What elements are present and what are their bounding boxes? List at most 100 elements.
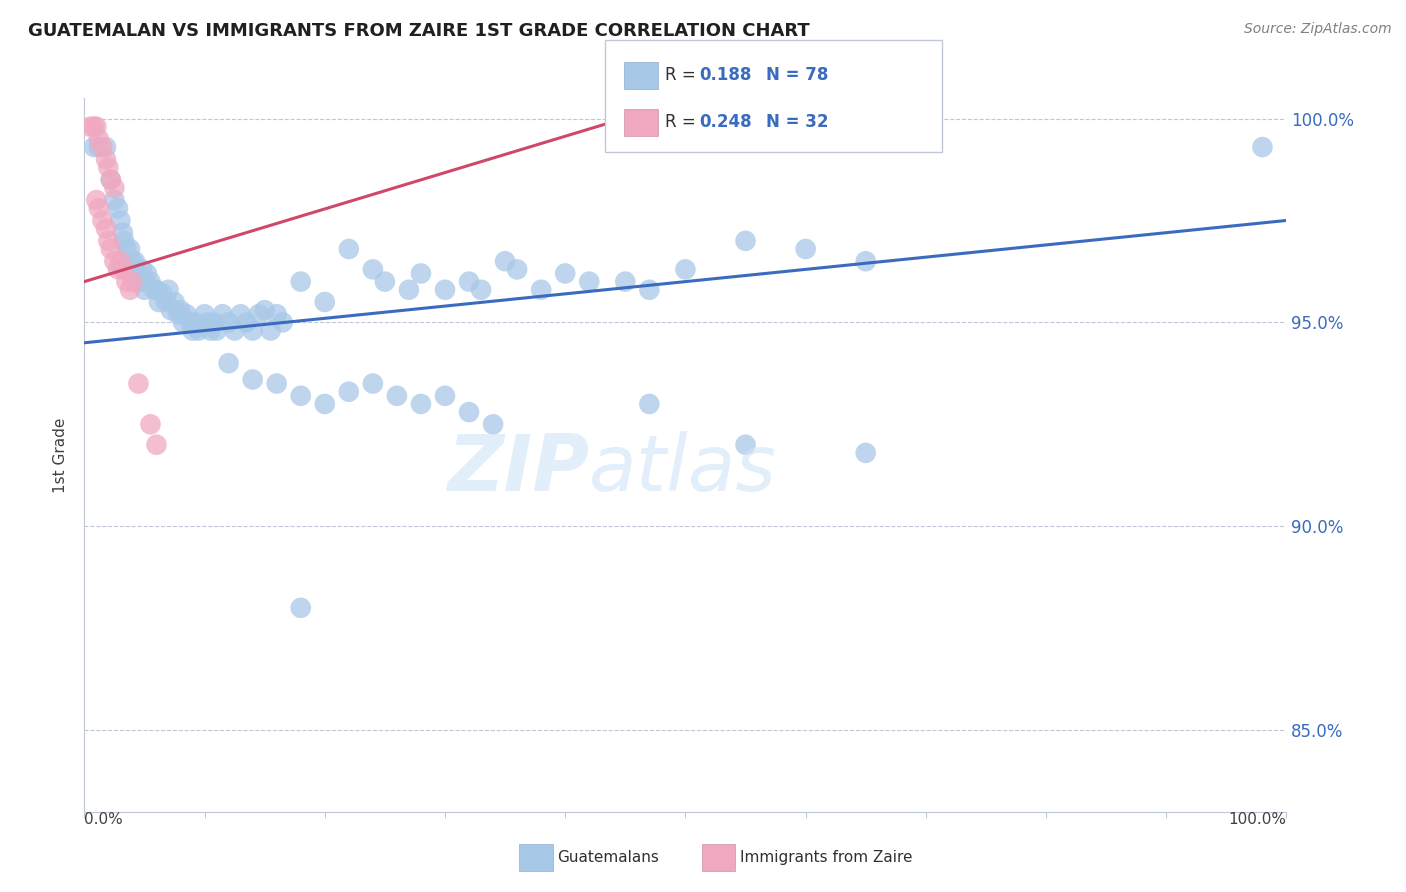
- Point: [87, 132, 110, 146]
- Point: [131, 262, 153, 277]
- Point: [242, 324, 264, 338]
- Point: [135, 267, 157, 281]
- Point: [734, 234, 756, 248]
- Point: [385, 389, 408, 403]
- Point: [247, 307, 270, 321]
- Text: R =: R =: [665, 113, 702, 131]
- Point: [112, 234, 135, 248]
- Point: [94, 153, 117, 167]
- Point: [638, 283, 661, 297]
- Point: [434, 389, 457, 403]
- Point: [110, 254, 132, 268]
- Text: Immigrants from Zaire: Immigrants from Zaire: [740, 850, 912, 864]
- Point: [152, 286, 174, 301]
- Point: [134, 275, 156, 289]
- Point: [202, 315, 225, 329]
- Text: 100.0%: 100.0%: [1229, 812, 1286, 827]
- Point: [458, 275, 481, 289]
- Point: [155, 295, 177, 310]
- Point: [79, 120, 101, 134]
- Point: [86, 193, 108, 207]
- Point: [314, 295, 336, 310]
- Point: [434, 283, 457, 297]
- Point: [794, 242, 817, 256]
- Point: [181, 324, 204, 338]
- Point: [103, 193, 125, 207]
- Point: [614, 275, 637, 289]
- Text: atlas: atlas: [589, 431, 778, 508]
- Point: [855, 254, 877, 268]
- Point: [176, 307, 198, 321]
- Point: [100, 172, 122, 186]
- Point: [638, 397, 661, 411]
- Point: [115, 275, 138, 289]
- Point: [242, 372, 264, 386]
- Point: [290, 600, 312, 615]
- Point: [458, 405, 481, 419]
- Text: 0.248: 0.248: [699, 113, 751, 131]
- Point: [127, 376, 149, 391]
- Point: [224, 324, 246, 338]
- Point: [470, 283, 492, 297]
- Point: [94, 140, 117, 154]
- Point: [260, 324, 283, 338]
- Point: [187, 324, 209, 338]
- Point: [139, 417, 162, 432]
- Y-axis label: 1st Grade: 1st Grade: [53, 417, 69, 492]
- Point: [127, 267, 149, 281]
- Point: [97, 234, 120, 248]
- Point: [229, 307, 252, 321]
- Point: [314, 397, 336, 411]
- Point: [266, 307, 288, 321]
- Point: [409, 267, 432, 281]
- Point: [554, 267, 576, 281]
- Point: [409, 397, 432, 411]
- Point: [195, 315, 218, 329]
- Point: [121, 262, 143, 277]
- Point: [218, 356, 240, 370]
- Point: [211, 307, 233, 321]
- Point: [271, 315, 294, 329]
- Point: [218, 315, 240, 329]
- Text: Source: ZipAtlas.com: Source: ZipAtlas.com: [1244, 22, 1392, 37]
- Point: [94, 221, 117, 235]
- Point: [200, 324, 222, 338]
- Point: [194, 307, 217, 321]
- Point: [172, 315, 194, 329]
- Point: [107, 262, 129, 277]
- Text: N = 78: N = 78: [766, 66, 828, 84]
- Point: [100, 172, 122, 186]
- Point: [253, 303, 276, 318]
- Point: [169, 303, 191, 318]
- Point: [83, 140, 105, 154]
- Point: [121, 254, 143, 268]
- Point: [115, 242, 138, 256]
- Point: [167, 307, 190, 321]
- Point: [91, 213, 114, 227]
- Point: [121, 275, 143, 289]
- Point: [110, 213, 132, 227]
- Text: 0.0%: 0.0%: [84, 812, 124, 827]
- Point: [97, 161, 120, 175]
- Text: GUATEMALAN VS IMMIGRANTS FROM ZAIRE 1ST GRADE CORRELATION CHART: GUATEMALAN VS IMMIGRANTS FROM ZAIRE 1ST …: [28, 22, 810, 40]
- Point: [506, 262, 529, 277]
- Point: [107, 201, 129, 215]
- Text: 0.188: 0.188: [699, 66, 751, 84]
- Point: [1251, 140, 1274, 154]
- Point: [91, 140, 114, 154]
- Point: [163, 295, 186, 310]
- Point: [87, 201, 110, 215]
- Point: [145, 283, 167, 297]
- Point: [100, 242, 122, 256]
- Point: [361, 262, 384, 277]
- Point: [160, 303, 183, 318]
- Point: [205, 324, 228, 338]
- Point: [118, 283, 141, 297]
- Point: [103, 181, 125, 195]
- Point: [361, 376, 384, 391]
- Point: [578, 275, 600, 289]
- Point: [494, 254, 516, 268]
- Point: [145, 438, 167, 452]
- Point: [855, 446, 877, 460]
- Point: [143, 283, 166, 297]
